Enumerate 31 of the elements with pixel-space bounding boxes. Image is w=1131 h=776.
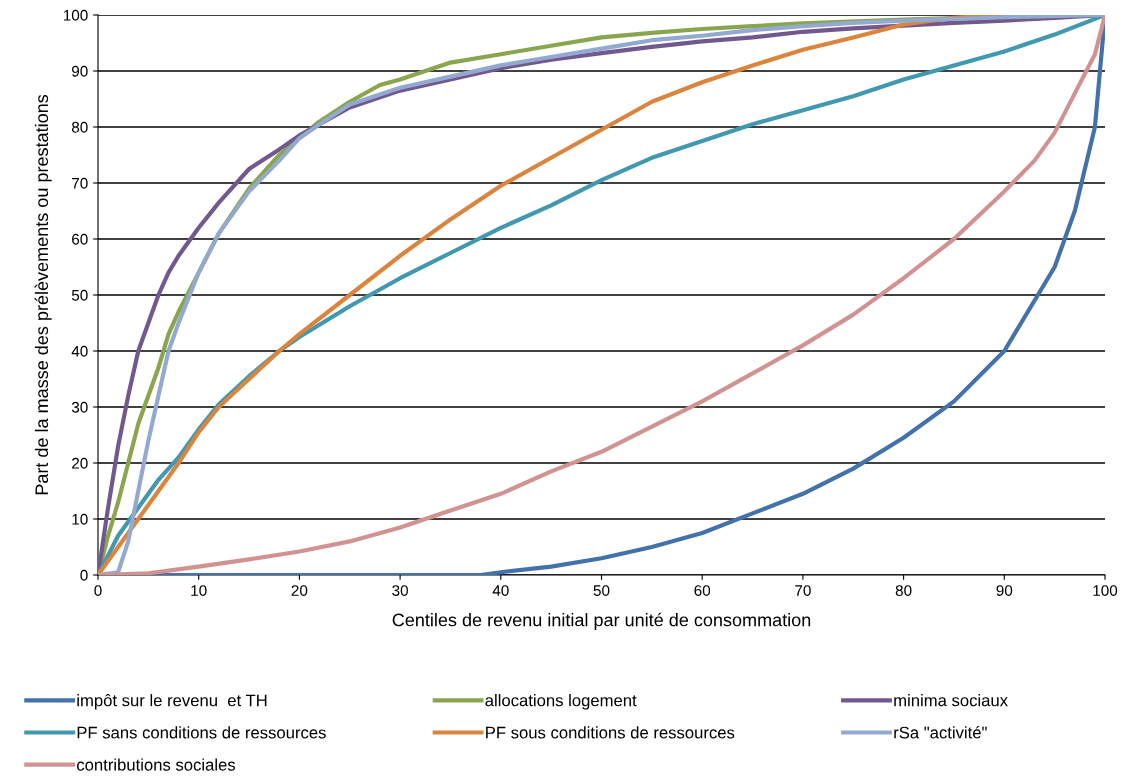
x-tick-label: 30 <box>392 585 408 596</box>
x-tick-label: 40 <box>492 585 509 596</box>
x-tick-label: 90 <box>996 585 1013 596</box>
x-tick-label: 50 <box>593 585 610 596</box>
x-tick-label: 80 <box>895 585 912 596</box>
x-tick-label: 60 <box>694 585 711 596</box>
y-tick-label: 10 <box>72 513 88 525</box>
y-tick-label: 50 <box>71 289 88 301</box>
y-tick-label: 100 <box>63 9 88 21</box>
x-tick-label: 70 <box>795 585 811 596</box>
y-tick-label: 80 <box>71 121 88 133</box>
x-tick-label: 100 <box>1093 585 1118 596</box>
x-tick-label: 20 <box>291 585 308 596</box>
x-tick-label: 0 <box>94 585 102 596</box>
legend-label: minima sociaux <box>894 694 1008 707</box>
y-tick-label: 40 <box>71 345 88 357</box>
x-axis-title: Centiles de revenu initial par unité de consommation <box>392 612 811 630</box>
y-axis-title: Part de la masse des prélèvements ou prestations <box>34 94 52 495</box>
legend-label: allocations logement <box>485 694 637 710</box>
legend-label: rSa "activité" <box>894 726 987 739</box>
y-tick-label: 0 <box>80 569 88 581</box>
y-tick-label: 20 <box>72 457 88 469</box>
legend-label: PF sans conditions de ressources <box>77 726 326 739</box>
y-tick-label: 90 <box>72 65 88 77</box>
x-tick-label: 10 <box>191 585 207 596</box>
legend-label: contributions sociales <box>77 758 236 771</box>
legend-label: PF sous conditions de ressources <box>486 726 735 739</box>
y-tick-label: 60 <box>72 233 88 245</box>
y-tick-label: 30 <box>71 401 88 413</box>
y-tick-label: 70 <box>72 177 88 189</box>
legend-label: impôt sur le revenu et TH <box>77 694 267 710</box>
